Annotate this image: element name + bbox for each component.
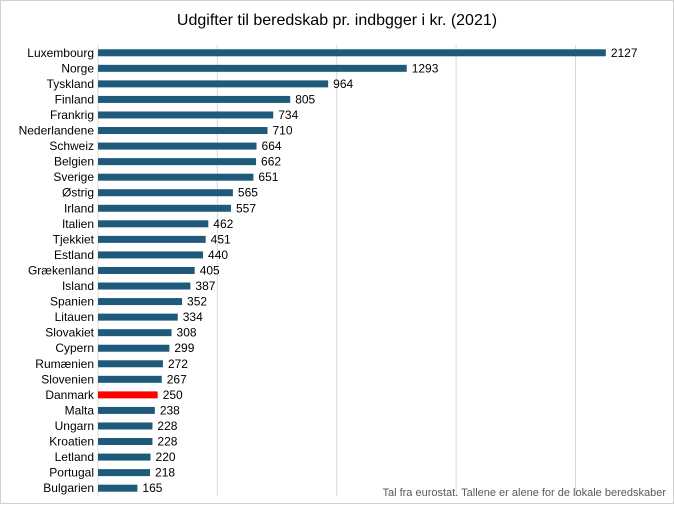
bar — [98, 298, 183, 306]
data-label: 238 — [160, 403, 180, 417]
bar — [98, 453, 151, 461]
gridlines — [97, 45, 576, 496]
data-label: 228 — [157, 419, 177, 433]
data-label: 462 — [213, 217, 233, 231]
bar — [98, 111, 274, 119]
category-label: Ungarn — [55, 419, 94, 433]
category-label: Tjekkiet — [53, 232, 95, 246]
data-label: 220 — [156, 450, 176, 464]
data-label: 734 — [278, 108, 298, 122]
category-label: Estland — [54, 248, 94, 262]
category-label: Rumænien — [35, 357, 94, 371]
bar — [98, 313, 178, 321]
data-label: 964 — [333, 77, 353, 91]
bar-highlighted — [98, 391, 158, 399]
bar — [98, 95, 291, 103]
category-label: Finland — [55, 92, 94, 106]
data-label: 651 — [258, 170, 278, 184]
data-label: 267 — [167, 372, 187, 386]
bar — [98, 469, 151, 477]
category-label: Spanien — [50, 295, 94, 309]
data-label: 250 — [163, 388, 183, 402]
category-label: Letland — [55, 450, 94, 464]
data-label: 228 — [157, 435, 177, 449]
category-label: Grækenland — [28, 263, 94, 277]
category-label: Malta — [65, 403, 95, 417]
bar — [98, 220, 209, 228]
bar — [98, 251, 204, 259]
category-label: Tyskland — [47, 77, 94, 91]
data-label: 1293 — [412, 61, 439, 75]
bar — [98, 142, 257, 150]
category-label: Belgien — [54, 155, 94, 169]
data-label: 662 — [261, 155, 281, 169]
bar — [98, 329, 172, 337]
data-label: 334 — [183, 310, 203, 324]
bar — [98, 344, 170, 352]
bar — [98, 80, 329, 88]
category-label: Island — [62, 279, 94, 293]
data-label: 299 — [174, 341, 194, 355]
category-label: Schweiz — [49, 139, 94, 153]
data-label: 272 — [168, 357, 188, 371]
chart-title: Udgifter til beredskab pr. indbgger i kr… — [177, 12, 497, 29]
data-label: 557 — [236, 201, 256, 215]
category-label: Portugal — [49, 466, 94, 480]
category-label: Kroatien — [49, 435, 94, 449]
bar — [98, 484, 138, 492]
category-label: Italien — [62, 217, 94, 231]
category-label: Danmark — [45, 388, 95, 402]
bar — [98, 422, 153, 430]
category-label: Cypern — [55, 341, 94, 355]
bar — [98, 375, 162, 383]
category-label: Østrig — [62, 186, 94, 200]
bar — [98, 360, 163, 368]
data-label: 805 — [295, 92, 315, 106]
bar — [98, 266, 195, 274]
category-label: Slovakiet — [45, 326, 94, 340]
category-label: Nederlandene — [19, 124, 95, 138]
bar — [98, 189, 233, 197]
bar — [98, 282, 191, 290]
data-label: 710 — [273, 124, 293, 138]
data-label: 565 — [238, 186, 258, 200]
bar — [98, 204, 231, 212]
category-label: Frankrig — [50, 108, 94, 122]
data-label: 405 — [200, 263, 220, 277]
data-label: 352 — [187, 295, 207, 309]
bar — [98, 158, 257, 166]
bar — [98, 406, 155, 414]
data-label: 440 — [208, 248, 228, 262]
bars — [98, 49, 606, 492]
data-label: 165 — [142, 481, 162, 495]
category-label: Sverige — [53, 170, 94, 184]
data-label: 2127 — [611, 46, 638, 60]
data-label: 218 — [155, 466, 175, 480]
category-label: Luxembourg — [27, 46, 94, 60]
category-label: Irland — [64, 201, 94, 215]
bar — [98, 127, 268, 135]
bar — [98, 438, 153, 446]
source-note: Tal fra eurostat. Tallene er alene for d… — [382, 487, 666, 499]
bar — [98, 49, 606, 57]
data-label: 451 — [211, 232, 231, 246]
bar — [98, 173, 254, 181]
category-label: Litauen — [55, 310, 94, 324]
bar — [98, 235, 206, 243]
category-label: Norge — [61, 61, 94, 75]
data-label: 308 — [177, 326, 197, 340]
category-label: Slovenien — [41, 372, 94, 386]
bar — [98, 64, 407, 72]
category-label: Bulgarien — [43, 481, 94, 495]
data-label: 387 — [195, 279, 215, 293]
data-label: 664 — [262, 139, 282, 153]
